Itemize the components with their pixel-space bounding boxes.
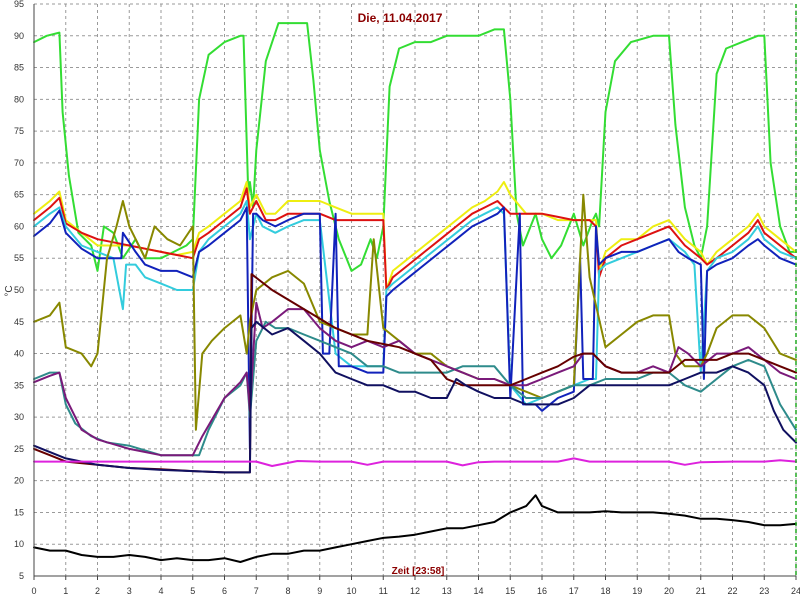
series-line-3 (33, 187, 797, 291)
y-tick-label: 55 (14, 253, 24, 263)
y-tick-label: 25 (14, 444, 24, 454)
x-tick-label: 21 (696, 586, 706, 596)
series-line-10 (33, 320, 797, 474)
chart-title: Die, 11.04.2017 (358, 11, 443, 25)
x-tick-label: 16 (537, 586, 547, 596)
x-tick-label: 13 (442, 586, 452, 596)
x-tick-label: 6 (222, 586, 227, 596)
x-tick-label: 23 (759, 586, 769, 596)
y-tick-label: 80 (14, 94, 24, 104)
y-tick-label: 85 (14, 63, 24, 73)
y-tick-label: 95 (14, 0, 24, 9)
x-tick-label: 1 (63, 586, 68, 596)
series-line-6 (33, 193, 797, 431)
series-line-1 (33, 22, 797, 272)
x-tick-label: 22 (727, 586, 737, 596)
x-tick-label: 3 (127, 586, 132, 596)
x-tick-label: 17 (569, 586, 579, 596)
y-tick-label: 15 (14, 507, 24, 517)
y-tick-label: 35 (14, 380, 24, 390)
x-tick-label: 2 (95, 586, 100, 596)
y-tick-label: 40 (14, 349, 24, 359)
y-axis-label: °C (4, 285, 15, 296)
x-tick-label: 4 (158, 586, 163, 596)
y-tick-label: 70 (14, 158, 24, 168)
series-line-4 (33, 200, 797, 406)
y-tick-label: 45 (14, 317, 24, 327)
y-tick-label: 65 (14, 190, 24, 200)
series-line-5 (33, 206, 797, 450)
x-tick-label: 5 (190, 586, 195, 596)
y-tick-label: 75 (14, 126, 24, 136)
x-axis-label: Zeit [23:58] (392, 566, 445, 577)
y-tick-label: 60 (14, 221, 24, 231)
series-layer (33, 22, 797, 563)
y-tick-label: 20 (14, 476, 24, 486)
x-tick-label: 19 (632, 586, 642, 596)
axes: 0 1 2 3 4 5 6 7 8 9 10 11 12 13 14 15 16 17 18 19 20 21 22 23 24… (14, 0, 800, 596)
series-line-12 (33, 494, 797, 563)
y-tick-label: 50 (14, 285, 24, 295)
x-tick-label: 15 (505, 586, 515, 596)
y-tick-label: 90 (14, 31, 24, 41)
x-tick-label: 0 (31, 586, 36, 596)
x-tick-label: 14 (473, 586, 483, 596)
x-tick-label: 12 (410, 586, 420, 596)
x-tick-label: 9 (317, 586, 322, 596)
series-line-11 (33, 457, 797, 467)
y-tick-label: 10 (14, 539, 24, 549)
x-tick-label: 11 (379, 586, 388, 596)
x-tick-label: 10 (346, 586, 356, 596)
y-tick-label: 30 (14, 412, 24, 422)
x-tick-label: 8 (285, 586, 290, 596)
y-tick-label: 5 (19, 571, 24, 581)
x-tick-label: 18 (600, 586, 610, 596)
x-tick-label: 24 (791, 586, 800, 596)
x-tick-label: 20 (664, 586, 674, 596)
x-tick-label: 7 (254, 586, 259, 596)
